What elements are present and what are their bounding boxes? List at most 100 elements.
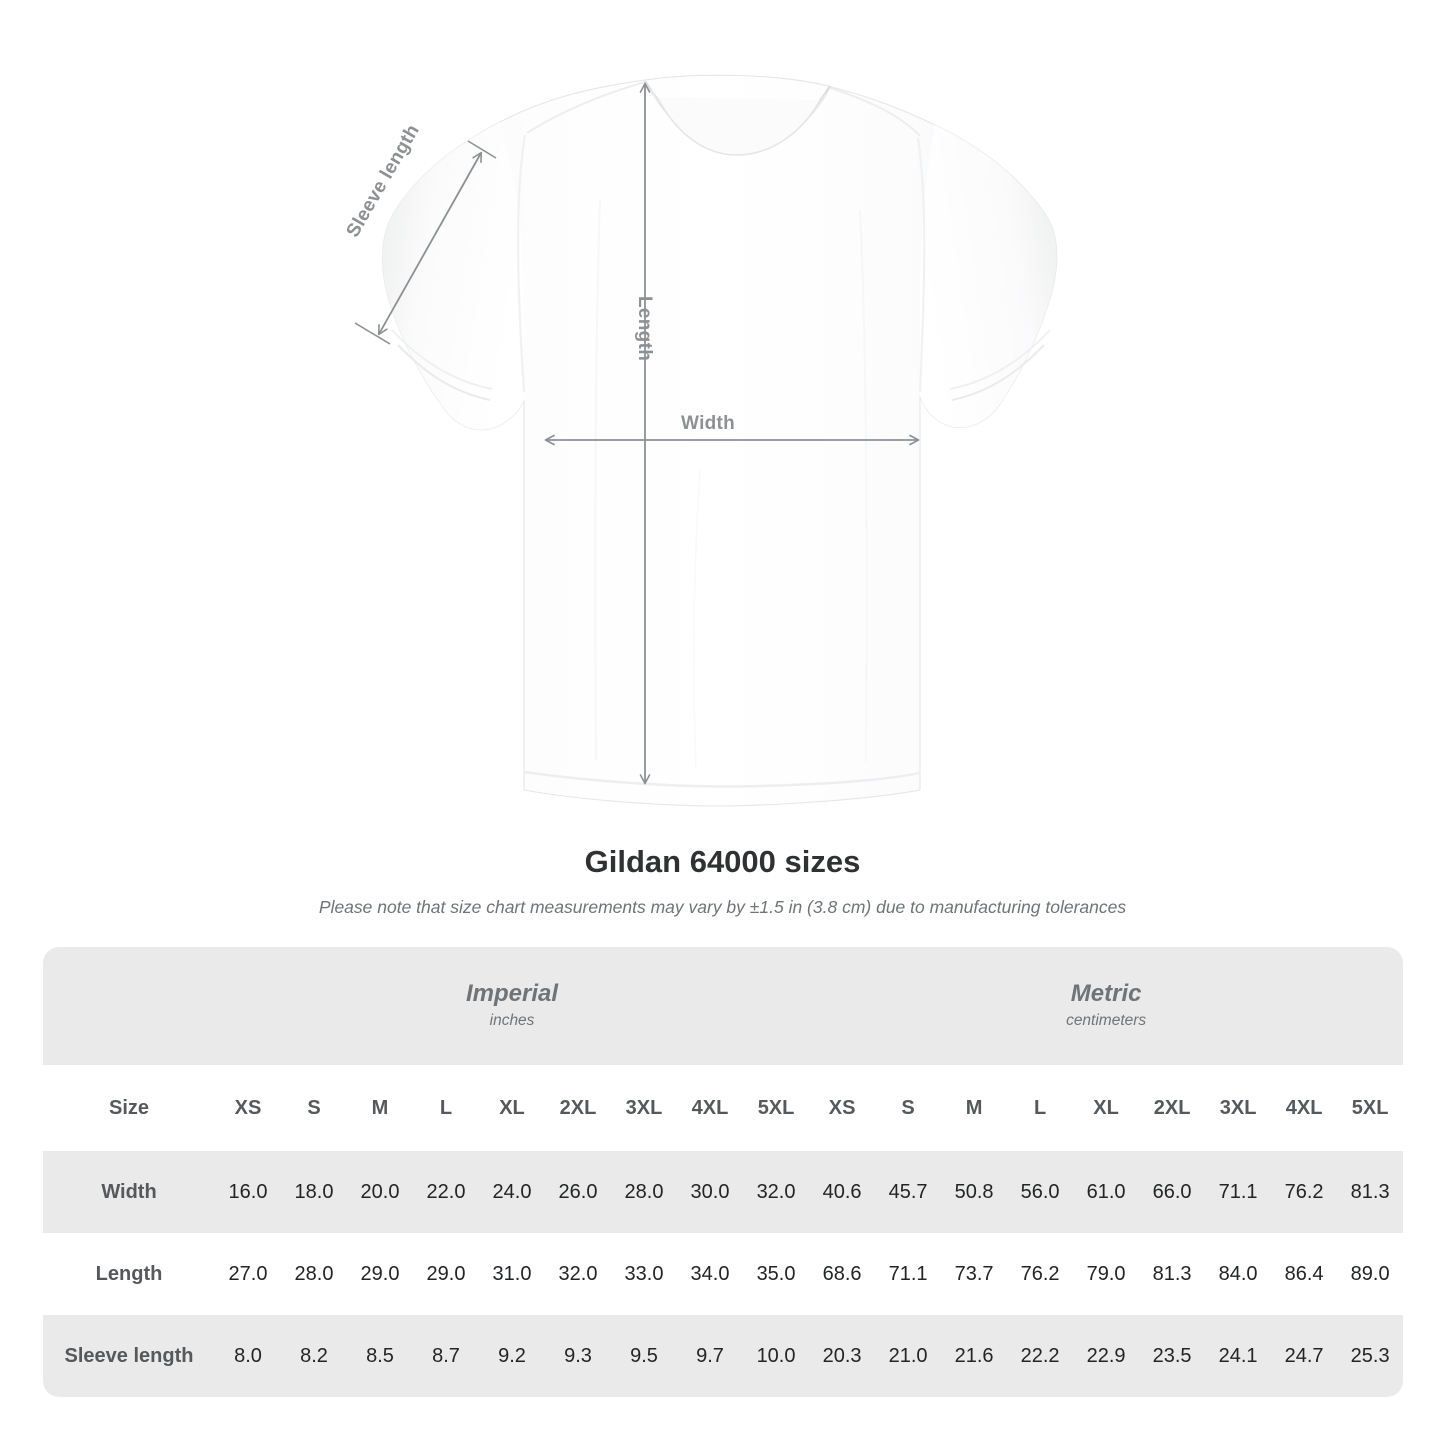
row-label-length: Length [43, 1233, 215, 1315]
size-header-cell-imperial-m: M [347, 1065, 413, 1151]
unit-banner-imperial: Imperial inches [215, 947, 810, 1065]
row-label-sleeve-length: Sleeve length [43, 1315, 215, 1397]
cell-width-imperial-5xl: 32.0 [743, 1151, 810, 1233]
cell-sleeve-length-metric-m: 21.6 [941, 1315, 1008, 1397]
table-row: Length 27.0 28.0 29.0 29.0 31.0 32.0 33.0 34.0 35… [43, 1233, 1404, 1315]
size-header-cell-imperial-s: S [281, 1065, 347, 1151]
size-header-cell-metric-m: M [941, 1065, 1008, 1151]
cell-length-imperial-2xl: 32.0 [545, 1233, 611, 1315]
page-title: Gildan 64000 sizes [584, 844, 861, 879]
cell-width-imperial-s: 18.0 [281, 1151, 347, 1233]
cell-length-metric-m: 73.7 [941, 1233, 1008, 1315]
cell-sleeve-length-imperial-2xl: 9.3 [545, 1315, 611, 1397]
cell-width-metric-xs: 40.6 [809, 1151, 876, 1233]
cell-length-metric-l: 76.2 [1007, 1233, 1074, 1315]
cell-sleeve-length-metric-2xl: 23.5 [1139, 1315, 1206, 1397]
cell-sleeve-length-imperial-xs: 8.0 [215, 1315, 281, 1397]
cell-length-imperial-xl: 31.0 [479, 1233, 545, 1315]
cell-length-imperial-m: 29.0 [347, 1233, 413, 1315]
cell-length-metric-2xl: 81.3 [1139, 1233, 1206, 1315]
width-label: Width [681, 413, 736, 434]
unit-banner-row: Imperial inches Metric centimeters [43, 947, 1404, 1065]
size-header-row: Size XS S M L XL 2XL 3XL 4XL 5XL XS S M L XL 2XL 3XL 4XL 5… [43, 1065, 1404, 1151]
tshirt-diagram: Sleeve length Length Width [342, 74, 1058, 807]
cell-length-imperial-l: 29.0 [413, 1233, 479, 1315]
cell-length-metric-s: 71.1 [875, 1233, 942, 1315]
cell-width-metric-5xl: 81.3 [1337, 1151, 1404, 1233]
cell-length-metric-4xl: 86.4 [1271, 1233, 1338, 1315]
sleeve-tick-bottom [354, 322, 391, 345]
cell-width-metric-s: 45.7 [875, 1151, 942, 1233]
size-header-cell-imperial-2xl: 2XL [545, 1065, 611, 1151]
size-header-cell-metric-5xl: 5XL [1337, 1065, 1404, 1151]
cell-width-imperial-l: 22.0 [413, 1151, 479, 1233]
cell-width-metric-3xl: 71.1 [1205, 1151, 1272, 1233]
cell-length-imperial-3xl: 33.0 [611, 1233, 677, 1315]
size-header-cell-metric-2xl: 2XL [1139, 1065, 1206, 1151]
cell-length-imperial-4xl: 34.0 [677, 1233, 743, 1315]
cell-sleeve-length-metric-5xl: 25.3 [1337, 1315, 1404, 1397]
cell-width-metric-m: 50.8 [941, 1151, 1008, 1233]
cell-width-metric-xl: 61.0 [1073, 1151, 1140, 1233]
page-subtitle: Please note that size chart measurements… [318, 897, 1127, 918]
size-header-cell-imperial-xl: XL [479, 1065, 545, 1151]
cell-sleeve-length-imperial-5xl: 10.0 [743, 1315, 810, 1397]
cell-sleeve-length-metric-xl: 22.9 [1073, 1315, 1140, 1397]
unit-banner-metric: Metric centimeters [809, 947, 1404, 1065]
title-block: Gildan 64000 sizes Please note that size… [0, 844, 1445, 918]
cell-width-imperial-xs: 16.0 [215, 1151, 281, 1233]
cell-sleeve-length-imperial-4xl: 9.7 [677, 1315, 743, 1397]
cell-width-imperial-4xl: 30.0 [677, 1151, 743, 1233]
size-header-cell-imperial-3xl: 3XL [611, 1065, 677, 1151]
size-header-cell-metric-l: L [1007, 1065, 1074, 1151]
dimension-arrows [354, 82, 920, 785]
cell-sleeve-length-metric-xs: 20.3 [809, 1315, 876, 1397]
cell-length-imperial-xs: 27.0 [215, 1233, 281, 1315]
cell-width-imperial-2xl: 26.0 [545, 1151, 611, 1233]
cell-sleeve-length-metric-l: 22.2 [1007, 1315, 1074, 1397]
size-header-cell-imperial-l: L [413, 1065, 479, 1151]
cell-sleeve-length-imperial-s: 8.2 [281, 1315, 347, 1397]
cell-sleeve-length-imperial-l: 8.7 [413, 1315, 479, 1397]
cell-sleeve-length-metric-s: 21.0 [875, 1315, 942, 1397]
cell-width-metric-l: 56.0 [1007, 1151, 1074, 1233]
unit-sub-metric: centimeters [1066, 1011, 1147, 1029]
size-header-cell-imperial-5xl: 5XL [743, 1065, 810, 1151]
cell-width-imperial-3xl: 28.0 [611, 1151, 677, 1233]
cell-width-metric-4xl: 76.2 [1271, 1151, 1338, 1233]
cell-length-imperial-5xl: 35.0 [743, 1233, 810, 1315]
cell-length-metric-xs: 68.6 [809, 1233, 876, 1315]
unit-name-imperial: Imperial [466, 979, 559, 1007]
size-header-cell-imperial-4xl: 4XL [677, 1065, 743, 1151]
cell-length-metric-3xl: 84.0 [1205, 1233, 1272, 1315]
cell-sleeve-length-metric-4xl: 24.7 [1271, 1315, 1338, 1397]
unit-banner-spacer [43, 947, 215, 1065]
cell-sleeve-length-imperial-3xl: 9.5 [611, 1315, 677, 1397]
size-header-cell-imperial-xs: XS [215, 1065, 281, 1151]
unit-sub-imperial: inches [489, 1011, 535, 1029]
size-header-cell-metric-xl: XL [1073, 1065, 1140, 1151]
unit-name-metric: Metric [1070, 979, 1142, 1007]
row-label-width: Width [43, 1151, 215, 1233]
size-chart-table-wrapper: Imperial inches Metric centimeters Size X… [43, 947, 1404, 1397]
table-row: Width 16.0 18.0 20.0 22.0 24.0 26.0 28.0 30.0 32.… [43, 1151, 1404, 1233]
sleeve-tick-top [467, 140, 497, 159]
cell-length-imperial-s: 28.0 [281, 1233, 347, 1315]
cell-length-metric-5xl: 89.0 [1337, 1233, 1404, 1315]
size-header-label: Size [43, 1065, 215, 1151]
length-label: Length [634, 296, 655, 362]
size-header-cell-metric-xs: XS [809, 1065, 876, 1151]
tshirt-illustration [354, 74, 1058, 807]
size-header-cell-metric-3xl: 3XL [1205, 1065, 1272, 1151]
table-row: Sleeve length 8.0 8.2 8.5 8.7 9.2 9.3 9.5 9.7 10.… [43, 1315, 1404, 1397]
size-header-cell-metric-s: S [875, 1065, 942, 1151]
cell-width-imperial-xl: 24.0 [479, 1151, 545, 1233]
cell-width-metric-2xl: 66.0 [1139, 1151, 1206, 1233]
cell-sleeve-length-imperial-xl: 9.2 [479, 1315, 545, 1397]
size-chart-table: Imperial inches Metric centimeters Size X… [43, 947, 1404, 1397]
size-header-cell-metric-4xl: 4XL [1271, 1065, 1338, 1151]
cell-length-metric-xl: 79.0 [1073, 1233, 1140, 1315]
cell-sleeve-length-metric-3xl: 24.1 [1205, 1315, 1272, 1397]
cell-sleeve-length-imperial-m: 8.5 [347, 1315, 413, 1397]
cell-width-imperial-m: 20.0 [347, 1151, 413, 1233]
